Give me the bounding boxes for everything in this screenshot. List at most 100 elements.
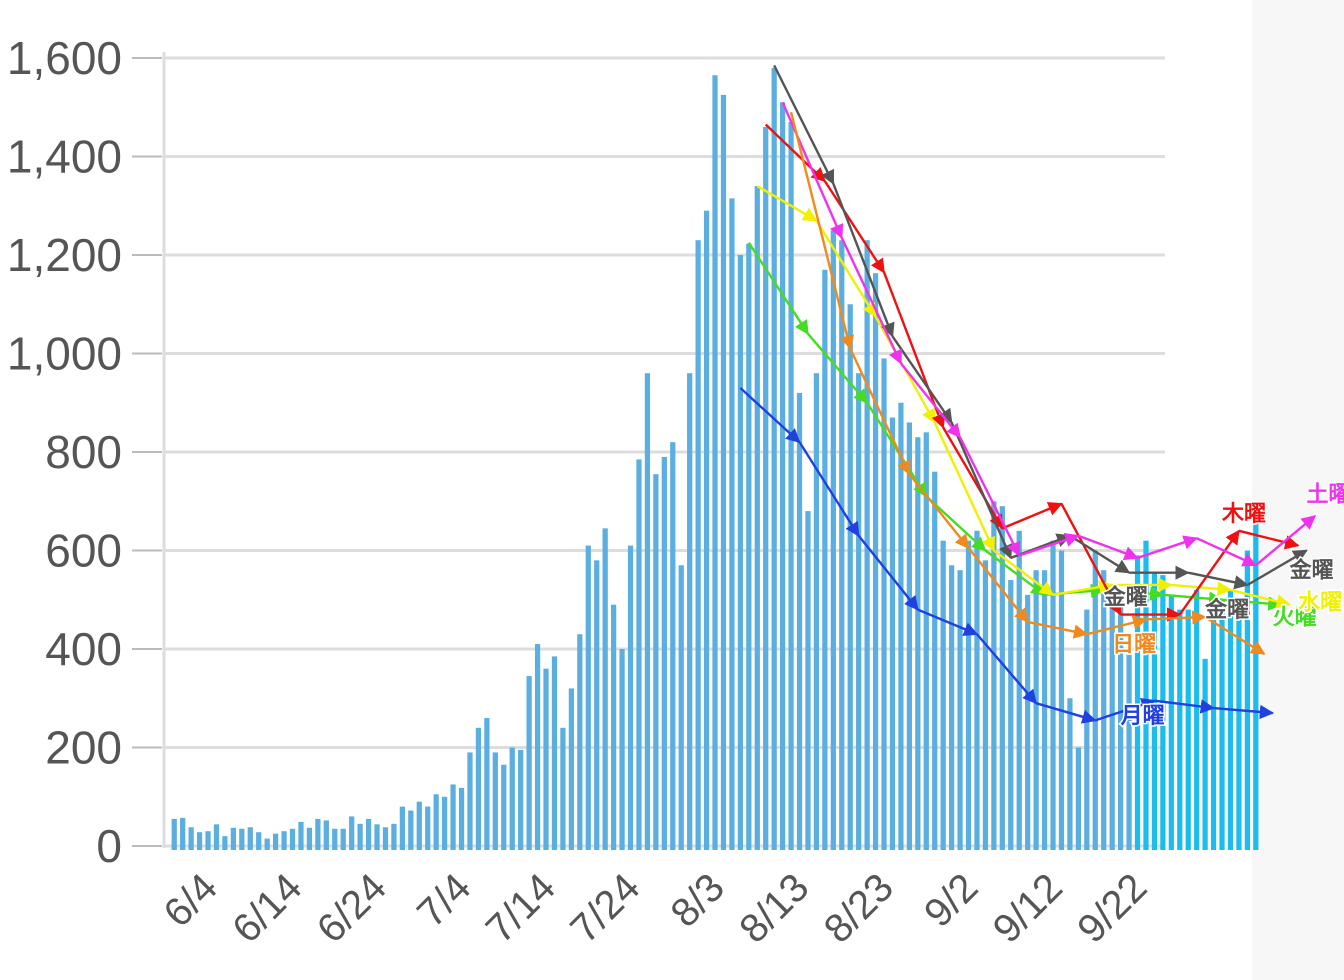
x-tick-labels: 6/46/146/24 7/47/147/24 8/38/138/23 9/29/12… bbox=[156, 865, 1156, 951]
weekday-line-segment bbox=[891, 335, 953, 424]
bar bbox=[450, 784, 456, 850]
weekday-line-segment bbox=[1187, 571, 1249, 590]
bar bbox=[720, 94, 727, 850]
weekday-label: 土曜 bbox=[1307, 482, 1344, 507]
bar bbox=[518, 749, 524, 850]
weekday-line-segment bbox=[807, 333, 869, 404]
y-tick-label: 1,600 bbox=[7, 32, 122, 84]
weekday-line-segment bbox=[899, 362, 962, 439]
weekday-line-segment bbox=[1255, 515, 1317, 567]
weekday-line-segment bbox=[1137, 535, 1199, 560]
bar bbox=[788, 122, 794, 850]
bar bbox=[399, 806, 405, 850]
bar bbox=[391, 823, 397, 850]
bar bbox=[273, 833, 279, 850]
bar bbox=[315, 818, 321, 850]
y-tick-labels: 0 200 400 600 800 1,000 1,200 1,400 1,600 bbox=[7, 32, 122, 872]
x-tick-label: 8/3 bbox=[663, 865, 733, 935]
weekday-line-segment bbox=[1052, 580, 1114, 597]
bar bbox=[332, 828, 338, 850]
bar bbox=[458, 787, 465, 850]
y-tick-label: 600 bbox=[45, 525, 122, 577]
bar bbox=[349, 816, 355, 850]
weekday-line-segment bbox=[925, 495, 987, 552]
bar bbox=[780, 102, 786, 850]
bar bbox=[1092, 550, 1098, 850]
bar bbox=[1058, 550, 1065, 850]
bar bbox=[256, 832, 262, 850]
weekday-line-segment bbox=[1094, 697, 1156, 722]
bar bbox=[247, 827, 253, 850]
bar bbox=[585, 545, 591, 850]
y-tick-label: 800 bbox=[45, 426, 122, 478]
bar bbox=[619, 649, 625, 850]
bar bbox=[940, 540, 946, 850]
bar bbox=[467, 752, 473, 850]
x-tick-label: 8/23 bbox=[816, 865, 902, 951]
weekday-line-segment bbox=[1178, 529, 1240, 616]
bar bbox=[636, 459, 642, 850]
weekday-label: 水曜 bbox=[1298, 591, 1342, 616]
bar bbox=[627, 545, 634, 850]
x-tick-label: 7/4 bbox=[409, 865, 479, 935]
bar bbox=[1194, 589, 1200, 850]
weekday-line-segment bbox=[1221, 596, 1283, 611]
bar bbox=[239, 828, 245, 850]
bar bbox=[180, 817, 186, 850]
bar bbox=[1126, 653, 1132, 850]
bar bbox=[230, 827, 236, 850]
weekday-line-segment bbox=[1171, 581, 1232, 596]
bar bbox=[281, 831, 287, 850]
weekday-line-segment bbox=[781, 101, 844, 240]
bar bbox=[357, 823, 363, 850]
bar bbox=[1168, 594, 1174, 850]
bar bbox=[687, 373, 693, 850]
bar bbox=[1210, 609, 1217, 850]
bar bbox=[915, 437, 921, 850]
bar bbox=[1143, 540, 1149, 850]
bar bbox=[1101, 570, 1107, 850]
weekday-line-segment bbox=[1086, 615, 1148, 636]
bar bbox=[923, 432, 929, 850]
bar bbox=[416, 801, 422, 850]
bar bbox=[957, 570, 963, 850]
bar bbox=[408, 810, 414, 850]
weekday-line-segment bbox=[967, 547, 1029, 624]
weekday-line-segment bbox=[1230, 588, 1292, 609]
bar bbox=[847, 304, 853, 850]
bar bbox=[577, 634, 583, 850]
weekday-line-segment bbox=[798, 441, 860, 537]
right-margin-panel bbox=[1252, 0, 1344, 980]
y-tick-label: 1,000 bbox=[7, 328, 122, 380]
bar bbox=[1067, 698, 1073, 850]
bar bbox=[974, 530, 980, 850]
y-tick-label: 400 bbox=[45, 623, 122, 675]
y-tick-label: 1,200 bbox=[7, 229, 122, 281]
x-tick-label: 6/4 bbox=[156, 865, 226, 935]
weekday-label: 木曜 bbox=[1221, 502, 1266, 527]
weekday-line-segment bbox=[908, 473, 970, 550]
weekday-line-segment bbox=[1145, 610, 1207, 625]
bar bbox=[433, 794, 439, 850]
weekday-line-segment bbox=[756, 185, 818, 222]
weekday-label: 金曜 bbox=[1103, 585, 1148, 611]
bars bbox=[171, 67, 1259, 851]
bar bbox=[898, 402, 904, 850]
bar bbox=[805, 511, 811, 850]
bar bbox=[1084, 609, 1090, 850]
bar bbox=[188, 827, 194, 850]
weekday-line-segment bbox=[976, 633, 1038, 705]
bar bbox=[1253, 511, 1259, 850]
weekday-line-segment bbox=[764, 123, 826, 183]
bar bbox=[594, 560, 600, 850]
bar bbox=[796, 392, 803, 850]
bar bbox=[484, 717, 490, 850]
x-tick-label: 9/12 bbox=[985, 865, 1071, 951]
weekday-line-segment bbox=[1213, 704, 1275, 720]
bar bbox=[1118, 599, 1124, 850]
bar bbox=[1033, 570, 1039, 850]
bar bbox=[670, 442, 676, 850]
bar bbox=[932, 471, 938, 850]
bar bbox=[425, 806, 431, 850]
